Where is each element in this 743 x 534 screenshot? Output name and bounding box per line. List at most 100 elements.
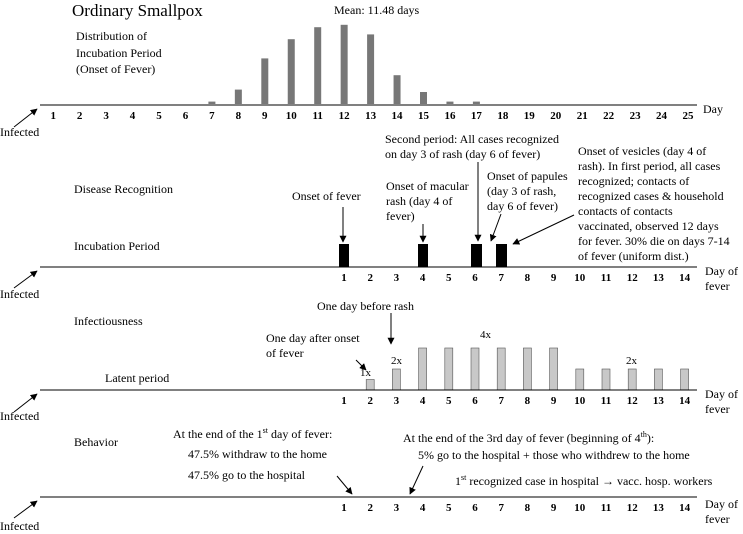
day-before-rash-label: One day before rash [317, 299, 414, 313]
axis-4-tick-5: 5 [446, 502, 452, 514]
end-third-day-prefix: At the end of the 3rd day of fever (begi… [403, 431, 641, 445]
infectiousness-bar-day-13 [654, 368, 663, 391]
end-first-day-sup: st [263, 426, 269, 435]
papules-line-1: Onset of papules [487, 169, 568, 183]
axis-3-tick-11: 11 [601, 395, 611, 407]
onset-fever-label: Onset of fever [292, 189, 361, 203]
axis-1-tick-16: 16 [444, 110, 456, 122]
papules-line-2: (day 3 of rash, [487, 184, 556, 198]
papules-line-3: day 6 of fever) [487, 199, 558, 213]
mean-label: Mean: 11.48 days [334, 3, 420, 17]
infectiousness-bar-day-10 [575, 368, 585, 391]
incubation-bar-day-7 [208, 101, 216, 104]
axis-1-tick-19: 19 [524, 110, 536, 122]
infected-arrow-3 [13, 393, 38, 413]
end-first-day-suffix: day of fever: [268, 427, 332, 441]
arrow-onset-papules [489, 213, 502, 242]
end-third-day-text: At the end of the 3rd day of fever (begi… [403, 430, 654, 445]
axis-3-tick-2: 2 [367, 395, 373, 407]
vesicles-line-3: recognized; contacts of [578, 174, 689, 188]
incubation-label-line-2: Incubation Period [76, 46, 162, 60]
axis-4-label-line-2: fever [705, 512, 730, 526]
axis-4-tick-10: 10 [574, 502, 586, 514]
infectiousness-bar-day-5 [444, 347, 454, 391]
infectiousness-bar-day-11 [601, 368, 611, 391]
infectiousness-label: Infectiousness [74, 314, 143, 328]
axis-1-tick-11: 11 [312, 110, 322, 122]
infected-arrow-4 [13, 500, 38, 519]
annotation-second-period: Second period: All cases recognized on d… [385, 132, 559, 161]
axis-2-label-line-2: fever [705, 279, 730, 293]
incubation-distribution-label: Distribution of Incubation Period (Onset… [76, 29, 162, 76]
incubation-bar-day-12 [340, 24, 348, 104]
block-onset-papules [471, 244, 482, 267]
mult-4x-label: 4x [480, 329, 492, 341]
latent-period-label: Latent period [105, 371, 169, 385]
axis-1-tick-17: 17 [471, 110, 483, 122]
day-after-onset-line-1: One day after onset [266, 331, 360, 345]
infected-label-3: Infected [0, 409, 39, 423]
axis-4-tick-11: 11 [601, 502, 611, 514]
behavior-label: Behavior [74, 435, 118, 449]
incubation-bar-day-11 [314, 27, 322, 105]
axis-2-tick-7: 7 [498, 272, 504, 284]
mult-2x-label-a: 2x [391, 355, 403, 367]
incubation-label-line-3: (Onset of Fever) [76, 62, 155, 76]
arrow-onset-vesicles [512, 214, 575, 245]
incubation-bar-day-13 [367, 34, 375, 104]
infected-label-1: Infected [0, 125, 39, 139]
axis-3-label-line-1: Day of [705, 387, 738, 401]
vesicles-line-4: recognized cases & household [578, 189, 724, 203]
axis-2-tick-13: 13 [653, 272, 665, 284]
axis-3-tick-5: 5 [446, 395, 452, 407]
second-period-line-1: Second period: All cases recognized [385, 132, 559, 146]
incubation-bar-day-14 [393, 75, 401, 104]
annotation-onset-papules: Onset of papules (day 3 of rash, day 6 o… [487, 169, 568, 213]
axis-2-label-line-1: Day of [705, 264, 738, 278]
axis-1-tick-8: 8 [236, 110, 242, 122]
infectiousness-bar-day-4 [418, 347, 427, 391]
axis-1-tick-9: 9 [262, 110, 268, 122]
end-first-day-prefix: At the end of the 1 [173, 427, 263, 441]
axis-1-tick-14: 14 [392, 110, 404, 122]
arrow-day-after-onset [355, 359, 367, 371]
axis-3-tick-1: 1 [341, 395, 347, 407]
axis-2-tick-3: 3 [394, 272, 400, 284]
axis-3-tick-9: 9 [551, 395, 557, 407]
incubation-bar-day-8 [234, 89, 242, 104]
incubation-bar-day-15 [420, 92, 427, 104]
axis-2-tick-2: 2 [367, 272, 373, 284]
axis-1-tick-23: 23 [630, 110, 642, 122]
axis-4-tick-9: 9 [551, 502, 557, 514]
axis-2-tick-11: 11 [601, 272, 611, 284]
axis-1-tick-1: 1 [50, 110, 56, 122]
infectiousness-bar-day-3 [392, 368, 401, 391]
axis-1-tick-6: 6 [183, 110, 189, 122]
day-after-onset-line-2: of fever [266, 346, 304, 360]
first-recognized-prefix: 1 [455, 474, 461, 488]
axis-4-tick-1: 1 [341, 502, 347, 514]
axis-2-tick-1: 1 [341, 272, 347, 284]
axis-1-tick-22: 22 [603, 110, 615, 122]
five-percent-text: 5% go to the hospital + those who withdr… [418, 448, 690, 462]
infectiousness-bar-day-9 [549, 347, 558, 391]
axis-2-tick-4: 4 [420, 272, 426, 284]
incubation-bar-day-16 [446, 101, 454, 104]
axis-2-tick-10: 10 [574, 272, 586, 284]
axis-2-ticks: 1 2 3 4 5 6 7 8 9 10 11 12 13 14 [341, 272, 690, 284]
vesicles-line-5: contacts of contacts [578, 204, 673, 218]
axis-1-tick-7: 7 [209, 110, 215, 122]
axis-4-tick-2: 2 [367, 502, 373, 514]
axis-3-label-line-2: fever [705, 402, 730, 416]
infected-label-2: Infected [0, 287, 39, 301]
axis-4-tick-4: 4 [420, 502, 426, 514]
axis-4-tick-8: 8 [525, 502, 531, 514]
disease-recognition-label: Disease Recognition [74, 182, 173, 196]
end-third-day-suffix: ): [647, 431, 654, 445]
incubation-bars [208, 24, 480, 105]
axis-1-tick-3: 3 [103, 110, 109, 122]
annotation-onset-vesicles: Onset of vesicles (day 4 of rash). In fi… [578, 144, 730, 263]
annotation-onset-macular: Onset of macular rash (day 4 of fever) [386, 179, 469, 223]
incubation-label-line-1: Distribution of [76, 29, 147, 43]
